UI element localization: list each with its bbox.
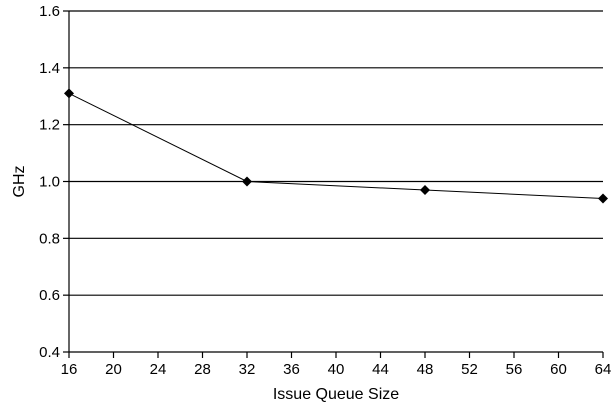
y-tick-label-2: 0.8 xyxy=(39,230,60,247)
y-tick-label-0: 0.4 xyxy=(39,344,60,361)
y-axis-label: GHz xyxy=(11,166,28,198)
x-axis-ticks: 16 20 24 28 32 36 40 44 48 52 56 60 64 xyxy=(61,352,612,378)
x-tick-label-2: 24 xyxy=(150,361,167,378)
x-tick-label-12: 64 xyxy=(595,361,612,378)
x-tick-label-0: 16 xyxy=(61,361,78,378)
x-tick-label-1: 20 xyxy=(105,361,122,378)
y-axis-ticks: 0.4 0.6 0.8 1.0 1.2 1.4 1.6 xyxy=(39,3,69,361)
x-tick-label-4: 32 xyxy=(239,361,256,378)
data-point-0-3 xyxy=(598,193,608,204)
x-tick-label-3: 28 xyxy=(194,361,211,378)
x-axis-label: Issue Queue Size xyxy=(273,386,399,403)
y-tick-label-5: 1.4 xyxy=(39,60,60,77)
data-point-0-0 xyxy=(64,88,74,99)
x-tick-label-10: 56 xyxy=(506,361,523,378)
x-tick-label-9: 52 xyxy=(461,361,478,378)
data-point-0-2 xyxy=(420,185,430,196)
x-tick-label-7: 44 xyxy=(372,361,389,378)
x-tick-label-11: 60 xyxy=(550,361,567,378)
series-group xyxy=(64,88,608,204)
x-tick-label-6: 40 xyxy=(328,361,345,378)
y-tick-label-1: 0.6 xyxy=(39,287,60,304)
grid-lines xyxy=(69,10,603,296)
x-tick-label-8: 48 xyxy=(417,361,434,378)
series-line-0 xyxy=(68,92,604,200)
y-tick-label-6: 1.6 xyxy=(39,3,60,20)
x-tick-label-5: 36 xyxy=(283,361,300,378)
y-tick-label-4: 1.2 xyxy=(39,117,60,134)
y-tick-label-3: 1.0 xyxy=(39,174,60,191)
data-point-0-1 xyxy=(242,176,252,187)
